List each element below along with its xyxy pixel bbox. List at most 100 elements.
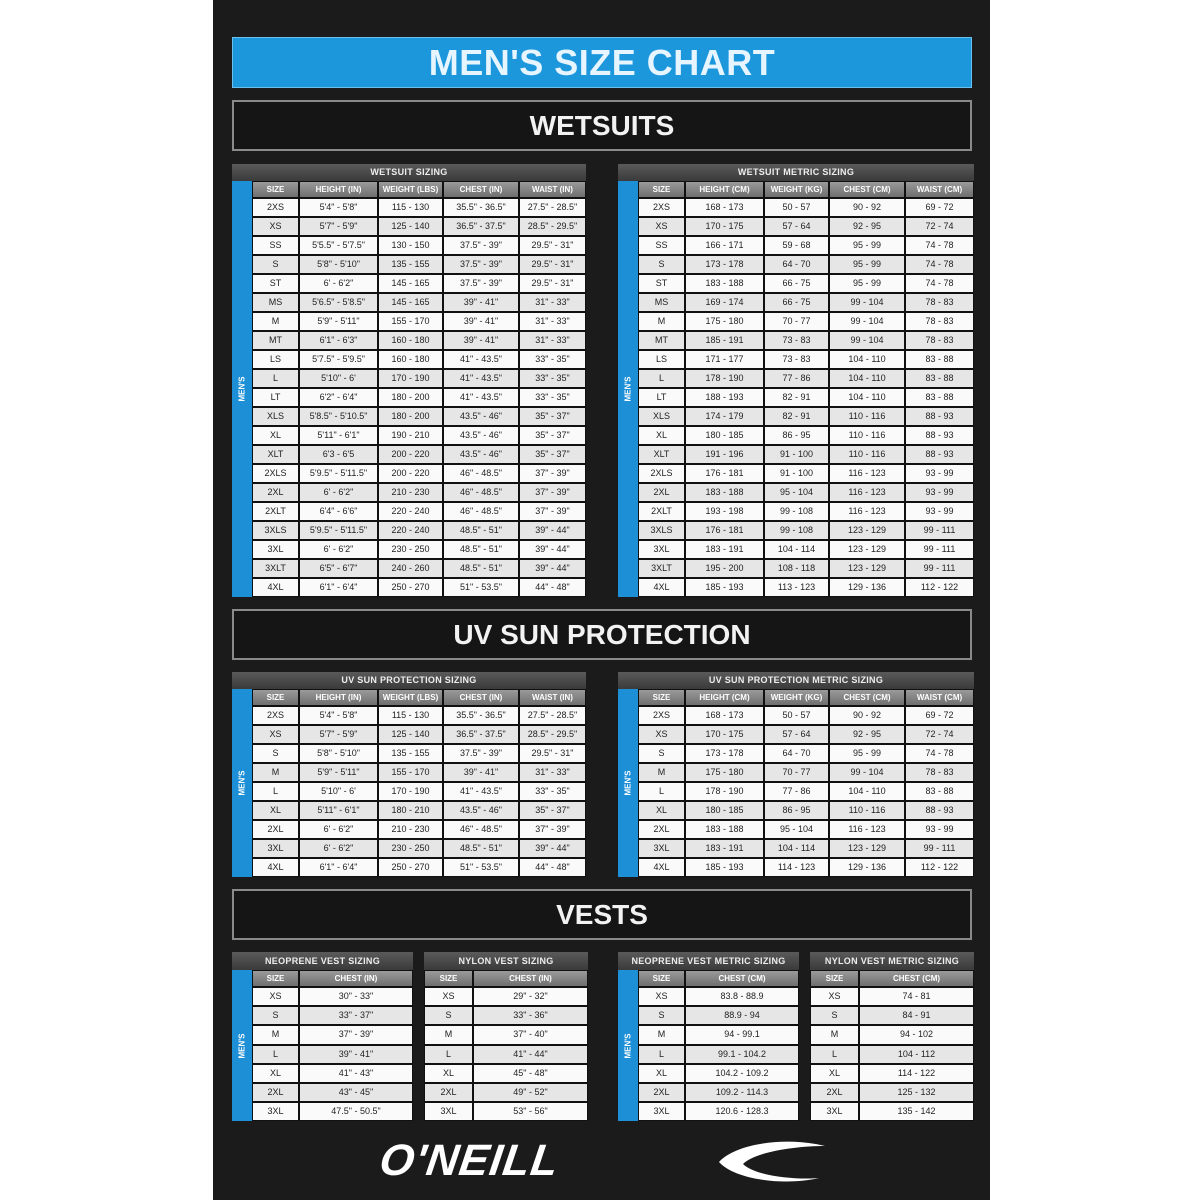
mens-side-label: MEN'S — [232, 181, 252, 597]
value-cell: 220 - 240 — [379, 522, 442, 539]
column-header: SIZE — [253, 690, 298, 705]
value-cell: 110 - 116 — [830, 427, 904, 444]
size-cell: 2XS — [639, 199, 684, 216]
value-cell: 37" - 40" — [474, 1026, 587, 1044]
value-cell: 171 - 177 — [686, 351, 763, 368]
value-cell: 168 - 173 — [686, 199, 763, 216]
value-cell: 37.5" - 39" — [444, 745, 518, 762]
table-title: UV SUN PROTECTION METRIC SIZING — [618, 672, 974, 689]
size-cell: XS — [639, 988, 684, 1006]
value-cell: 88 - 93 — [906, 408, 973, 425]
value-cell: 5'10" - 6' — [300, 370, 377, 387]
value-cell: 6'5" - 6'7" — [300, 560, 377, 577]
value-cell: 116 - 123 — [830, 465, 904, 482]
size-cell: 4XL — [253, 579, 298, 596]
column-header: SIZE — [425, 971, 472, 986]
value-cell: 5'4" - 5'8" — [300, 707, 377, 724]
value-cell: 99 - 108 — [765, 503, 828, 520]
size-cell: L — [253, 1045, 298, 1063]
size-cell: 2XL — [639, 484, 684, 501]
value-cell: 37.5" - 39" — [444, 237, 518, 254]
value-cell: 48.5" - 51" — [444, 840, 518, 857]
size-cell: S — [425, 1007, 472, 1025]
value-cell: 193 - 198 — [686, 503, 763, 520]
value-cell: 39" - 41" — [444, 313, 518, 330]
value-cell: 93 - 99 — [906, 484, 973, 501]
size-cell: LS — [639, 351, 684, 368]
value-cell: 41" - 43.5" — [444, 389, 518, 406]
side-label-text: MEN'S — [237, 770, 247, 796]
value-cell: 35.5" - 36.5" — [444, 199, 518, 216]
value-cell: 88 - 93 — [906, 427, 973, 444]
value-cell: 48.5" - 51" — [444, 541, 518, 558]
value-cell: 86 - 95 — [765, 427, 828, 444]
size-cell: LS — [253, 351, 298, 368]
value-cell: 160 - 180 — [379, 351, 442, 368]
size-cell: M — [639, 1026, 684, 1044]
value-cell: 83 - 88 — [906, 783, 973, 800]
size-cell: 2XLT — [253, 503, 298, 520]
column-header: CHEST (IN) — [300, 971, 412, 986]
column-header: SIZE — [639, 182, 684, 197]
column-header: CHEST (CM) — [830, 182, 904, 197]
value-cell: 99 - 108 — [765, 522, 828, 539]
value-cell: 6'1" - 6'4" — [300, 579, 377, 596]
wetsuit-metric-table: WETSUIT METRIC SIZING MEN'S SIZE HEIGHT (CM… — [618, 164, 974, 597]
value-cell: 99 - 104 — [830, 313, 904, 330]
value-cell: 78 - 83 — [906, 294, 973, 311]
size-cell: 3XLT — [253, 560, 298, 577]
wave-logo-icon — [719, 1141, 825, 1182]
column-header: SIZE — [639, 690, 684, 705]
size-cell: 3XL — [425, 1103, 472, 1121]
value-cell: 39" - 44" — [520, 560, 585, 577]
oneill-logo: O'NEILL — [377, 1136, 830, 1186]
value-cell: 5'9" - 5'11" — [300, 764, 377, 781]
size-cell: M — [639, 313, 684, 330]
value-cell: 114 - 122 — [860, 1064, 973, 1082]
size-cell: XL — [639, 1064, 684, 1082]
value-cell: 108 - 118 — [765, 560, 828, 577]
value-cell: 33" - 36" — [474, 1007, 587, 1025]
value-cell: 104 - 114 — [765, 541, 828, 558]
value-cell: 99 - 104 — [830, 332, 904, 349]
value-cell: 39" - 41" — [444, 332, 518, 349]
value-cell: 169 - 174 — [686, 294, 763, 311]
value-cell: 180 - 185 — [686, 802, 763, 819]
value-cell: 155 - 170 — [379, 313, 442, 330]
value-cell: 82 - 91 — [765, 389, 828, 406]
value-cell: 191 - 196 — [686, 446, 763, 463]
value-cell: 59 - 68 — [765, 237, 828, 254]
value-cell: 93 - 99 — [906, 503, 973, 520]
value-cell: 77 - 86 — [765, 783, 828, 800]
size-cell: L — [639, 783, 684, 800]
value-cell: 180 - 210 — [379, 802, 442, 819]
value-cell: 104 - 110 — [830, 351, 904, 368]
value-cell: 47.5" - 50.5" — [300, 1103, 412, 1121]
size-cell: 2XLS — [639, 465, 684, 482]
value-cell: 116 - 123 — [830, 484, 904, 501]
value-cell: 37" - 39" — [300, 1026, 412, 1044]
value-cell: 92 - 95 — [830, 726, 904, 743]
size-cell: 3XL — [253, 541, 298, 558]
column-header: HEIGHT (IN) — [300, 182, 377, 197]
value-cell: 95 - 104 — [765, 821, 828, 838]
value-cell: 31" - 33" — [520, 332, 585, 349]
value-cell: 5'6.5" - 5'8.5" — [300, 294, 377, 311]
value-cell: 104.2 - 109.2 — [686, 1064, 798, 1082]
size-cell: S — [253, 745, 298, 762]
size-cell: LT — [253, 389, 298, 406]
mens-side-label: MEN'S — [232, 689, 252, 877]
value-cell: 250 - 270 — [379, 579, 442, 596]
value-cell: 37" - 39" — [520, 503, 585, 520]
value-cell: 92 - 95 — [830, 218, 904, 235]
value-cell: 104 - 110 — [830, 783, 904, 800]
value-cell: 99.1 - 104.2 — [686, 1045, 798, 1063]
size-cell: 2XL — [253, 821, 298, 838]
value-cell: 78 - 83 — [906, 764, 973, 781]
value-cell: 29" - 32" — [474, 988, 587, 1006]
brand-wordmark: O'NEILL — [376, 1136, 563, 1185]
value-cell: 73 - 83 — [765, 351, 828, 368]
value-cell: 50 - 57 — [765, 707, 828, 724]
value-cell: 104 - 110 — [830, 370, 904, 387]
value-cell: 99 - 104 — [830, 764, 904, 781]
